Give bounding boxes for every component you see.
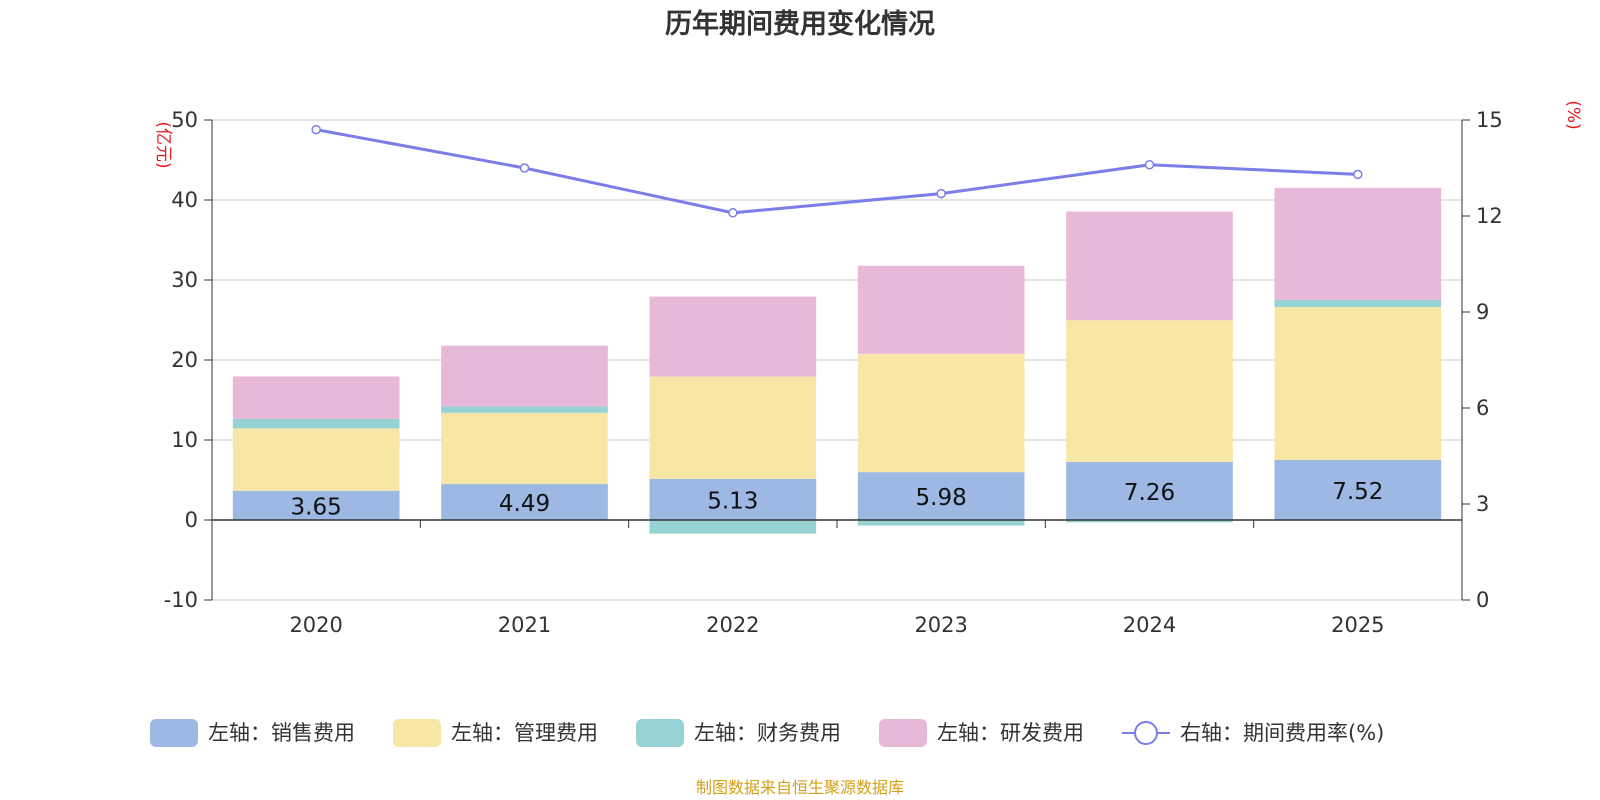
bar-segment <box>1066 520 1233 523</box>
x-tick-label: 2024 <box>1123 613 1176 637</box>
bar-segment <box>232 490 400 520</box>
bar-segment <box>649 376 817 479</box>
left-tick-label: 50 <box>171 108 198 132</box>
bar-segment <box>1274 299 1442 308</box>
bar-value-label: 7.26 <box>1124 480 1175 506</box>
bar-value-label: 4.49 <box>499 491 550 517</box>
bar-segment <box>232 418 400 429</box>
legend-swatch <box>150 719 198 747</box>
legend-swatch <box>636 719 684 747</box>
right-tick-label: 0 <box>1476 588 1489 612</box>
x-tick-label: 2025 <box>1331 613 1384 637</box>
right-tick-label: 15 <box>1476 108 1503 132</box>
bar-segment <box>857 353 1025 473</box>
bar-segment <box>649 296 817 377</box>
legend-label: 左轴：财务费用 <box>694 721 841 745</box>
x-tick-label: 2020 <box>289 613 342 637</box>
bar-segment <box>1066 320 1233 462</box>
x-tick-label: 2021 <box>498 613 551 637</box>
rate-line-path <box>315 128 1358 215</box>
bars: 3.65 4.49 5.13 5.98 7.26 7.52 <box>232 187 1442 534</box>
rate-point <box>311 124 321 135</box>
left-axis-unit: (亿元) <box>153 121 173 168</box>
legend-swatch <box>393 719 441 747</box>
rate-point <box>1144 160 1155 170</box>
legend-marker <box>1134 721 1158 745</box>
legend-label: 左轴：管理费用 <box>451 721 598 745</box>
x-tick-label: 2022 <box>706 613 759 637</box>
right-tick-label: 9 <box>1476 300 1489 324</box>
bar-segment <box>441 406 608 413</box>
bar-segment <box>857 472 1025 520</box>
bar-value-label: 3.65 <box>291 494 342 520</box>
legend-label: 左轴：研发费用 <box>937 721 1084 745</box>
right-axis-unit: (%) <box>1563 100 1583 129</box>
left-tick-label: 10 <box>171 428 198 452</box>
rate-line <box>311 124 1363 218</box>
left-tick-label: 30 <box>171 268 198 292</box>
bar-segment <box>649 520 817 534</box>
legend-swatch <box>879 719 927 747</box>
left-tick-label: -10 <box>164 588 198 612</box>
right-tick-label: 6 <box>1476 396 1489 420</box>
bar-segment <box>1066 211 1233 321</box>
right-tick-label: 12 <box>1476 204 1503 228</box>
left-tick-label: 20 <box>171 348 198 372</box>
legend-label: 左轴：销售费用 <box>208 721 355 745</box>
axes: -10 0 10 20 30 40 50 0 3 6 9 12 15 2020 2021 2022 2023 20… <box>164 108 1503 637</box>
bar-segment <box>232 428 400 491</box>
bar-value-label: 5.13 <box>707 488 758 514</box>
left-tick-label: 40 <box>171 188 198 212</box>
bar-segment <box>441 345 608 407</box>
left-tick-label: 0 <box>185 508 198 532</box>
bar-value-label: 7.52 <box>1332 479 1383 505</box>
legend: 左轴：销售费用 左轴：管理费用 左轴：财务费用 左轴：研发费用 右轴：期间费用率(%) <box>150 719 1384 747</box>
bar-segment <box>441 412 608 485</box>
bar-value-label: 5.98 <box>916 485 967 511</box>
bar-segment <box>1274 307 1442 460</box>
bar-segment <box>1066 461 1233 520</box>
chart-title: 历年期间费用变化情况 <box>665 8 935 40</box>
bar-segment <box>857 265 1025 354</box>
bar-segment <box>441 484 608 520</box>
rate-point <box>519 163 530 173</box>
right-tick-label: 3 <box>1476 492 1489 516</box>
grid <box>212 119 1462 601</box>
bar-segment <box>649 478 817 520</box>
bar-segment <box>1274 187 1442 300</box>
rate-point <box>728 208 738 218</box>
legend-label: 右轴：期间费用率(%) <box>1180 721 1384 745</box>
source-note: 制图数据来自恒生聚源数据库 <box>696 778 904 797</box>
bar-segment <box>857 520 1025 526</box>
bar-segment <box>1274 459 1442 520</box>
rate-point <box>936 188 946 199</box>
rate-point <box>1353 169 1363 180</box>
bar-segment <box>232 376 400 419</box>
x-tick-label: 2023 <box>914 613 967 637</box>
